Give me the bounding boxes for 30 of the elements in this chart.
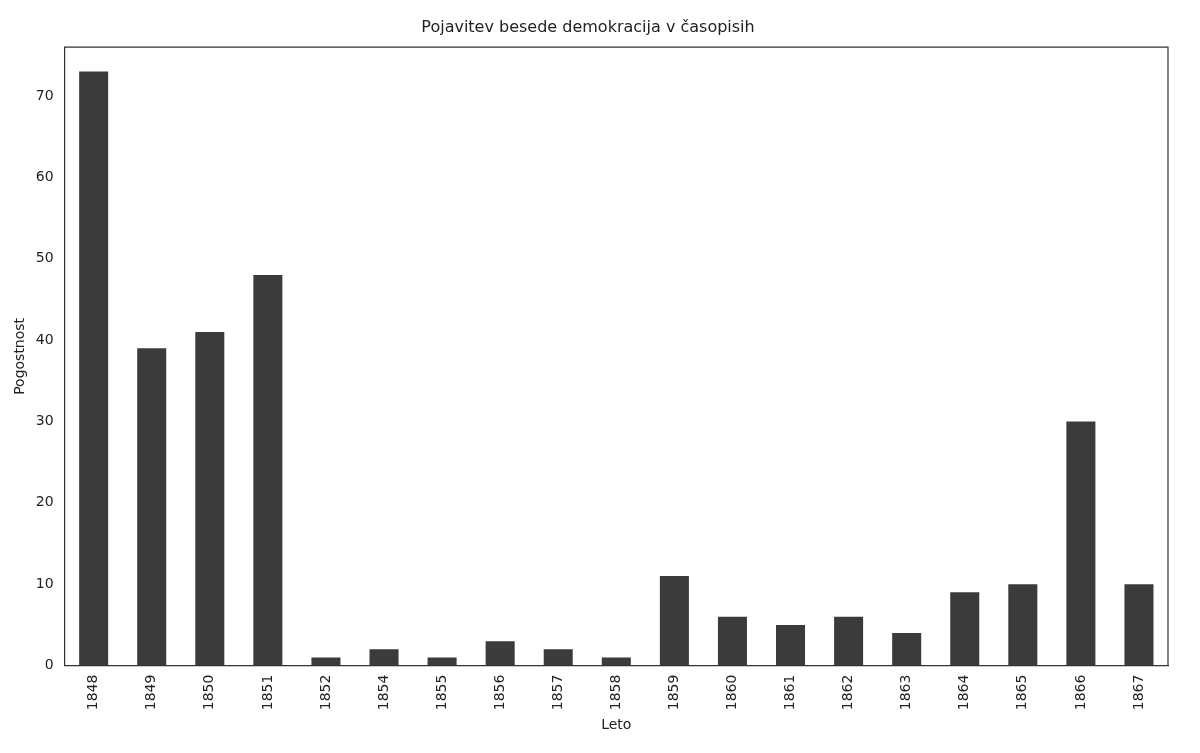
x-tick-label: 1851 (258, 674, 275, 711)
x-tick-label: 1855 (432, 674, 449, 711)
x-tick-label: 1850 (200, 674, 217, 711)
x-tick-label: 1854 (374, 674, 391, 711)
x-tick-label: 1848 (84, 674, 101, 711)
x-tick-label: 1858 (606, 674, 623, 711)
y-tick-label: 30 (35, 412, 54, 429)
x-tick-label: 1860 (723, 674, 740, 711)
x-tick-label: 1849 (142, 674, 159, 711)
x-tick-label: 1867 (1129, 674, 1146, 711)
chart-title: Pojavitev besede demokracija v časopisih (421, 16, 755, 36)
x-tick-label: 1857 (548, 674, 565, 711)
y-tick-label: 40 (35, 330, 54, 347)
y-tick-label: 0 (44, 656, 54, 673)
x-tick-label: 1863 (897, 674, 914, 711)
x-tick-label: 1866 (1071, 674, 1088, 711)
x-tick-label: 1862 (839, 674, 856, 711)
x-tick-label: 1852 (316, 674, 333, 711)
x-tick-label: 1859 (665, 674, 682, 711)
y-tick-label: 60 (35, 168, 54, 185)
y-axis-title: Pogostnost (11, 317, 28, 395)
y-tick-label: 70 (35, 86, 54, 103)
x-axis-title: Leto (601, 716, 632, 733)
x-tick-label: 1864 (955, 674, 972, 711)
y-tick-label: 10 (35, 574, 54, 591)
x-tick-label: 1861 (781, 674, 798, 711)
y-tick-label: 20 (35, 493, 54, 510)
x-tick-label: 1865 (1013, 674, 1030, 711)
y-tick-label: 50 (35, 249, 54, 266)
x-tick-label: 1856 (490, 674, 507, 711)
